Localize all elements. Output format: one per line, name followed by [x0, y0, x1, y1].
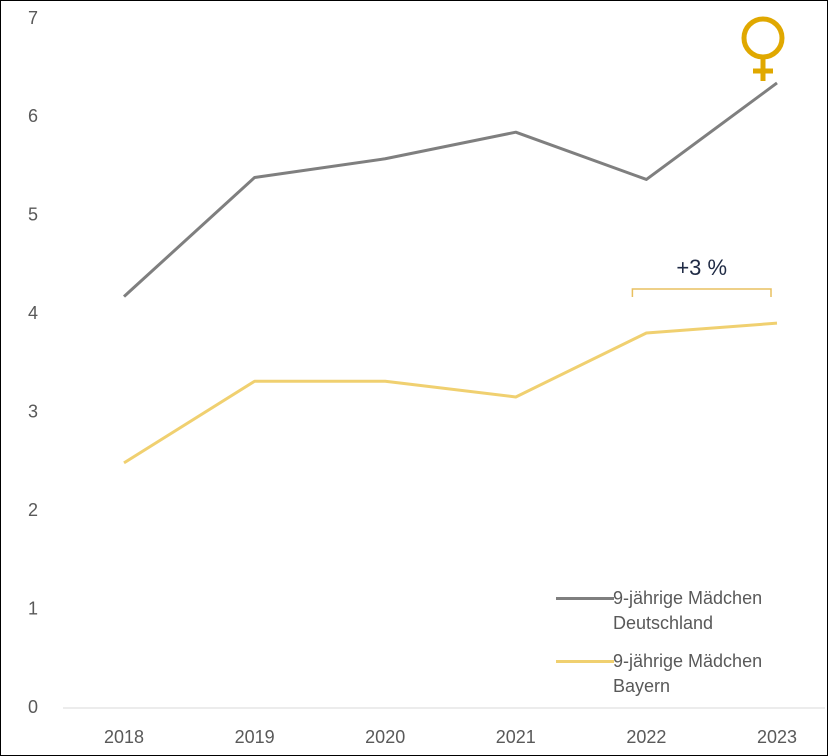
x-tick-label: 2019 [235, 727, 275, 747]
y-tick-label: 2 [28, 500, 38, 520]
female-symbol [741, 16, 785, 81]
legend-label: 9-jährige Mädchen Bayern [613, 651, 763, 696]
annotation-bracket [631, 288, 772, 297]
x-tick-label: 2018 [104, 727, 144, 747]
legend-swatch [556, 660, 614, 663]
x-tick-label: 2023 [757, 727, 797, 747]
y-tick-label: 4 [28, 303, 38, 323]
y-tick-label: 3 [28, 401, 38, 421]
y-tick-label: 1 [28, 598, 38, 618]
annotation: +3 % [676, 255, 727, 280]
y-tick-label: 0 [28, 697, 38, 717]
x-tick-label: 2021 [496, 727, 536, 747]
y-tick-label: 5 [28, 205, 38, 225]
series-line [123, 321, 778, 465]
x-tick-label: 2022 [626, 727, 666, 747]
x-tick-label: 2020 [365, 727, 405, 747]
legend-label: 9-jährige Mädchen Deutschland [613, 588, 763, 633]
y-tick-label: 6 [28, 106, 38, 126]
series-line [122, 81, 778, 298]
legend-swatch [556, 597, 614, 600]
y-tick-label: 7 [28, 8, 38, 28]
